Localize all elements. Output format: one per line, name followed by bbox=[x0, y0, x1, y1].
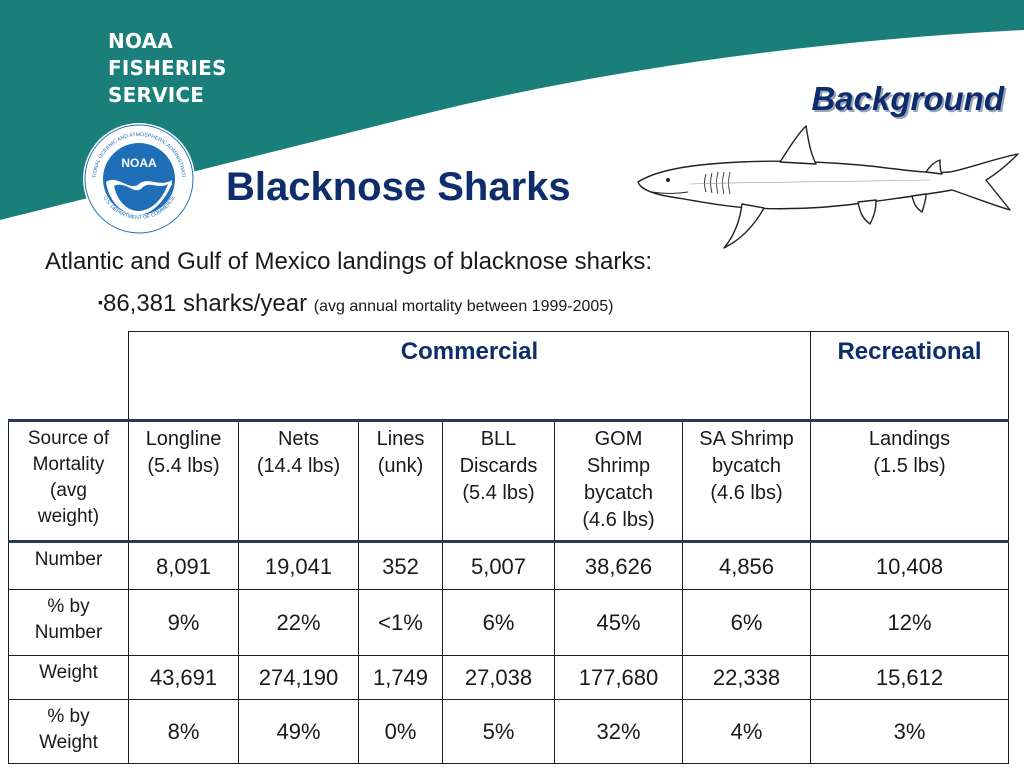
cell-line: (unk) bbox=[377, 455, 424, 477]
table-cell: 3% bbox=[810, 699, 1009, 764]
cell-line: Discards bbox=[459, 455, 538, 477]
column-header: BLL Discards (5.4 lbs) bbox=[442, 420, 555, 543]
table-cell: 10,408 bbox=[810, 541, 1009, 590]
brand-line: FISHERIES bbox=[108, 56, 227, 80]
bullet-marker: ▪ bbox=[98, 294, 103, 310]
table-cell: 6% bbox=[682, 589, 811, 656]
table-cell: 8,091 bbox=[128, 541, 239, 590]
table-cell: 45% bbox=[554, 589, 683, 656]
table-cell: 352 bbox=[358, 541, 443, 590]
brand-line: NOAA bbox=[108, 29, 173, 53]
cell-line: BLL bbox=[480, 428, 517, 450]
cell-line: Source of bbox=[27, 428, 110, 449]
table-row: % by Weight 8% 49% 0% 5% 32% 4% 3% bbox=[8, 699, 1009, 764]
column-header: Nets (14.4 lbs) bbox=[238, 420, 359, 543]
cell-line: % by bbox=[47, 706, 90, 727]
logo-center-text: NOAA bbox=[121, 156, 157, 170]
shark-illustration-icon bbox=[637, 125, 1019, 249]
cell-line: bycatch bbox=[712, 455, 781, 477]
cell-line: (5.4 lbs) bbox=[147, 455, 220, 477]
bullet-note: (avg annual mortality between 1999-2005) bbox=[313, 298, 614, 315]
cell-line: SA Shrimp bbox=[699, 428, 794, 450]
header-banner bbox=[0, 0, 1024, 220]
table-cell: 274,190 bbox=[238, 655, 359, 700]
cell-line: Lines bbox=[376, 428, 425, 450]
table-cell: 5,007 bbox=[442, 541, 555, 590]
table-cell: 22,338 bbox=[682, 655, 811, 700]
row-label-header: Source of Mortality (avg weight) bbox=[8, 420, 129, 543]
cell-line: Shrimp bbox=[586, 455, 651, 477]
cell-line: bycatch bbox=[584, 482, 653, 504]
table-cell: 19,041 bbox=[238, 541, 359, 590]
recreational-header: Recreational bbox=[810, 331, 1009, 422]
table-cell: 4% bbox=[682, 699, 811, 764]
cell-line: (4.6 lbs) bbox=[582, 509, 655, 531]
cell-line: GOM bbox=[594, 428, 643, 450]
table-cell: 38,626 bbox=[554, 541, 683, 590]
cell-line: Mortality bbox=[32, 454, 105, 475]
table-row: % by Number 9% 22% <1% 6% 45% 6% 12% bbox=[8, 589, 1009, 656]
cell-line: (5.4 lbs) bbox=[462, 482, 535, 504]
cell-line: Landings bbox=[868, 428, 951, 450]
table-cell: 5% bbox=[442, 699, 555, 764]
table-cell: 1,749 bbox=[358, 655, 443, 700]
cell-line: weight) bbox=[37, 506, 100, 527]
row-label: Number bbox=[8, 541, 129, 590]
table-cell: 27,038 bbox=[442, 655, 555, 700]
brand-line: SERVICE bbox=[108, 83, 205, 107]
table-cell: 9% bbox=[128, 589, 239, 656]
cell-line: Number bbox=[34, 622, 103, 643]
cell-line: Longline bbox=[145, 428, 222, 450]
page-title: Blacknose Sharks bbox=[226, 165, 571, 209]
row-label: Weight bbox=[8, 655, 129, 700]
mortality-table: Commercial Recreational Source of Mortali… bbox=[8, 331, 1009, 764]
table-cell: 15,612 bbox=[810, 655, 1009, 700]
cell-line: Weight bbox=[39, 662, 98, 683]
table-cell: 22% bbox=[238, 589, 359, 656]
table-corner bbox=[8, 331, 129, 422]
table-cell: 12% bbox=[810, 589, 1009, 656]
table-cell: 43,691 bbox=[128, 655, 239, 700]
bullet-main: 86,381 sharks/year bbox=[102, 290, 308, 317]
table-cell: 4,856 bbox=[682, 541, 811, 590]
noaa-logo-icon: NOAA NATIONAL OCEANIC AND ATMOSPHERIC AD… bbox=[82, 122, 195, 235]
column-header: GOM Shrimp bycatch (4.6 lbs) bbox=[554, 420, 683, 543]
table-cell: 32% bbox=[554, 699, 683, 764]
cell-line: Nets bbox=[277, 428, 320, 450]
column-header: SA Shrimp bycatch (4.6 lbs) bbox=[682, 420, 811, 543]
cell-line: (14.4 lbs) bbox=[256, 455, 341, 477]
table-cell: 177,680 bbox=[554, 655, 683, 700]
table-row: Weight 43,691 274,190 1,749 27,038 177,680 22,… bbox=[8, 655, 1009, 700]
section-title: Background bbox=[811, 80, 1004, 117]
intro-text: Atlantic and Gulf of Mexico landings of … bbox=[45, 248, 652, 275]
row-label: % by Weight bbox=[8, 699, 129, 764]
column-header: Longline (5.4 lbs) bbox=[128, 420, 239, 543]
table-cell: 49% bbox=[238, 699, 359, 764]
noaa-fisheries-wordmark: NOAA FISHERIES SERVICE bbox=[108, 28, 227, 109]
row-label: % by Number bbox=[8, 589, 129, 656]
table-cell: 8% bbox=[128, 699, 239, 764]
cell-line: (1.5 lbs) bbox=[873, 455, 946, 477]
bullet-item: ▪86,381 sharks/year (avg annual mortalit… bbox=[98, 290, 614, 318]
column-header: Landings (1.5 lbs) bbox=[810, 420, 1009, 543]
table-cell: <1% bbox=[358, 589, 443, 656]
column-header: Lines (unk) bbox=[358, 420, 443, 543]
cell-line: Number bbox=[34, 549, 103, 570]
table-row: Number 8,091 19,041 352 5,007 38,626 4,856 10,4… bbox=[8, 541, 1009, 590]
table-cell: 0% bbox=[358, 699, 443, 764]
cell-line: (avg bbox=[50, 480, 87, 501]
cell-line: (4.6 lbs) bbox=[710, 482, 783, 504]
table-cell: 6% bbox=[442, 589, 555, 656]
commercial-header: Commercial bbox=[128, 331, 811, 422]
cell-line: % by bbox=[47, 596, 90, 617]
cell-line: Weight bbox=[39, 732, 98, 753]
